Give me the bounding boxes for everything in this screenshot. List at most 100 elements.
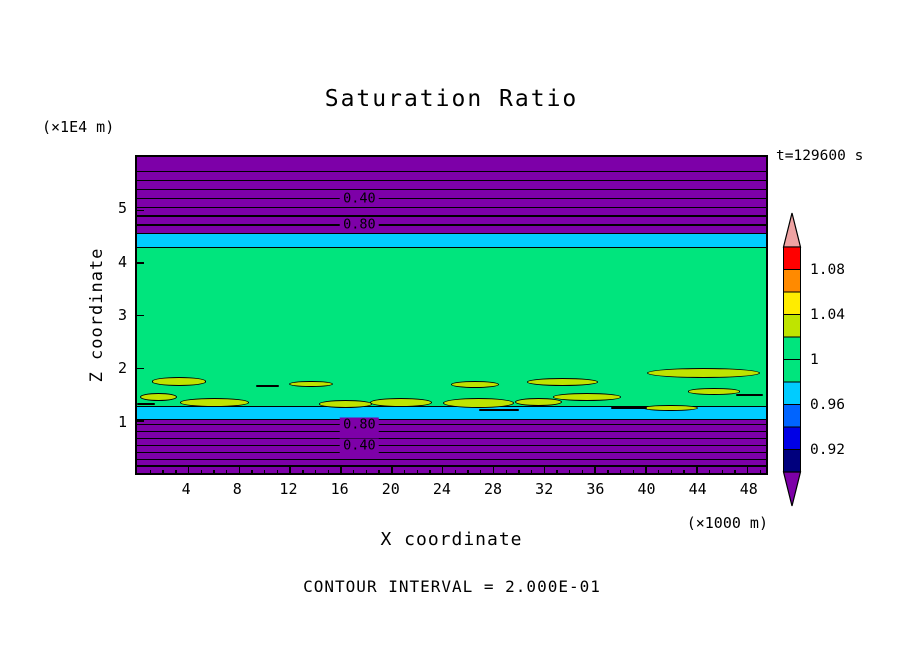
yellow-contour-feature [370, 397, 433, 407]
colorbar-label: 0.96 [810, 396, 845, 413]
x-axis-minor-tick [581, 469, 584, 473]
contour-line [137, 180, 766, 182]
y-axis-tick-label: 1 [117, 412, 127, 431]
contour-line [137, 458, 766, 460]
contour-line [137, 188, 766, 191]
colorbar-bottom-arrow [782, 471, 802, 507]
x-axis-minor-tick [467, 469, 469, 473]
x-axis-minor-tick [365, 469, 368, 473]
y-axis-tick-label: 2 [117, 359, 127, 378]
x-axis-minor-tick [276, 469, 279, 473]
y-axis-tick-label: 3 [117, 306, 127, 324]
colorbar-segment [783, 314, 801, 338]
contour-line [137, 224, 766, 226]
band-boundary-line [137, 405, 766, 408]
x-axis-minor-tick [657, 469, 660, 473]
x-axis-tick-label: 16 [330, 480, 349, 498]
x-axis-minor-tick [518, 469, 520, 473]
yellow-contour-feature [289, 380, 333, 388]
yellow-contour-feature [643, 404, 698, 411]
y-axis-tick [137, 315, 144, 317]
x-axis-minor-tick [480, 469, 482, 473]
y-axis-tick [137, 367, 144, 370]
x-axis-minor-tick [734, 469, 736, 473]
x-axis-minor-tick [251, 469, 253, 473]
yellow-contour-feature [151, 377, 207, 386]
x-axis-minor-tick [175, 469, 177, 473]
y-axis-tick [137, 262, 144, 264]
time-annotation: t=129600 s [776, 148, 864, 164]
contour-band [137, 406, 766, 420]
contour-line [137, 430, 766, 433]
contour-line [137, 423, 766, 426]
x-axis-minor-tick [213, 469, 215, 473]
x-axis-minor-tick [149, 469, 152, 473]
x-axis-tick [645, 466, 647, 473]
x-axis-minor-tick [200, 469, 202, 473]
x-axis-minor-tick [670, 469, 673, 473]
yellow-contour-feature [450, 381, 500, 388]
x-axis-minor-tick [683, 469, 685, 473]
colorbar: 1.08 1.04 1 0.96 0.92 [782, 212, 872, 507]
contour-interval-note: CONTOUR INTERVAL = 2.000E-01 [303, 577, 601, 596]
yellow-contour-feature [179, 397, 250, 407]
x-axis-minor-tick [353, 469, 355, 473]
x-axis-tick [746, 466, 749, 473]
colorbar-segment [783, 359, 801, 383]
x-axis-minor-tick [225, 469, 228, 473]
band-boundary-line [137, 246, 766, 249]
x-axis-tick-label: 20 [381, 480, 400, 498]
contour-line [137, 451, 766, 454]
yellow-contour-feature [687, 388, 740, 395]
y-axis-tick-label: 5 [117, 199, 127, 218]
contour-dash [137, 403, 155, 405]
y-axis-tick-label: 4 [117, 252, 127, 271]
colorbar-segment [783, 291, 801, 315]
x-axis-tick [340, 466, 342, 473]
x-axis-tick-labels: 4 8 12 16 20 24 28 32 36 40 44 48 [135, 480, 768, 500]
contour-line [137, 215, 766, 217]
x-axis-title: X coordinate [380, 529, 523, 550]
x-axis-tick [594, 466, 596, 473]
x-axis-minor-tick [530, 469, 533, 473]
colorbar-segment [783, 269, 801, 293]
x-axis-minor-tick [378, 469, 380, 473]
yellow-contour-feature [552, 393, 622, 402]
x-axis-minor-tick [429, 469, 431, 473]
x-axis-tick-label: 4 [181, 480, 191, 498]
x-axis-tick-label: 40 [637, 480, 656, 498]
x-axis-minor-tick [607, 469, 609, 473]
x-axis-tick [696, 466, 698, 473]
x-axis-minor-tick [327, 469, 329, 473]
x-axis-minor-tick [162, 469, 164, 473]
contour-line [137, 197, 766, 200]
x-axis-minor-tick [454, 469, 457, 473]
x-axis-tick-label: 8 [232, 480, 242, 498]
colorbar-label: 1 [810, 351, 819, 368]
y-axis-tick [137, 209, 144, 212]
x-axis-minor-tick [264, 469, 266, 473]
x-axis-minor-tick [505, 469, 507, 473]
colorbar-segment [783, 336, 801, 360]
x-axis-tick-label: 28 [484, 480, 503, 498]
x-axis-tick [492, 466, 495, 473]
colorbar-segment [783, 381, 801, 405]
contour-line [137, 444, 766, 447]
x-axis-minor-tick [759, 469, 762, 473]
x-axis-tick [187, 466, 190, 473]
contour-plot: 0.40 0.80 0.80 0.40 [135, 155, 768, 475]
contour-line-label: 0.40 [340, 438, 379, 454]
yellow-contour-feature [140, 393, 178, 402]
x-axis-minor-tick [403, 469, 406, 473]
yellow-contour-feature [318, 400, 373, 408]
colorbar-label: 0.92 [810, 441, 845, 458]
contour-dash [479, 408, 519, 411]
x-axis-minor-tick [708, 469, 711, 473]
chart-title: Saturation Ratio [324, 86, 579, 112]
contour-band [137, 419, 766, 473]
x-axis-minor-tick [619, 469, 622, 473]
contour-band [137, 233, 766, 248]
x-axis-tick [543, 466, 546, 473]
x-axis-minor-tick [314, 469, 317, 473]
